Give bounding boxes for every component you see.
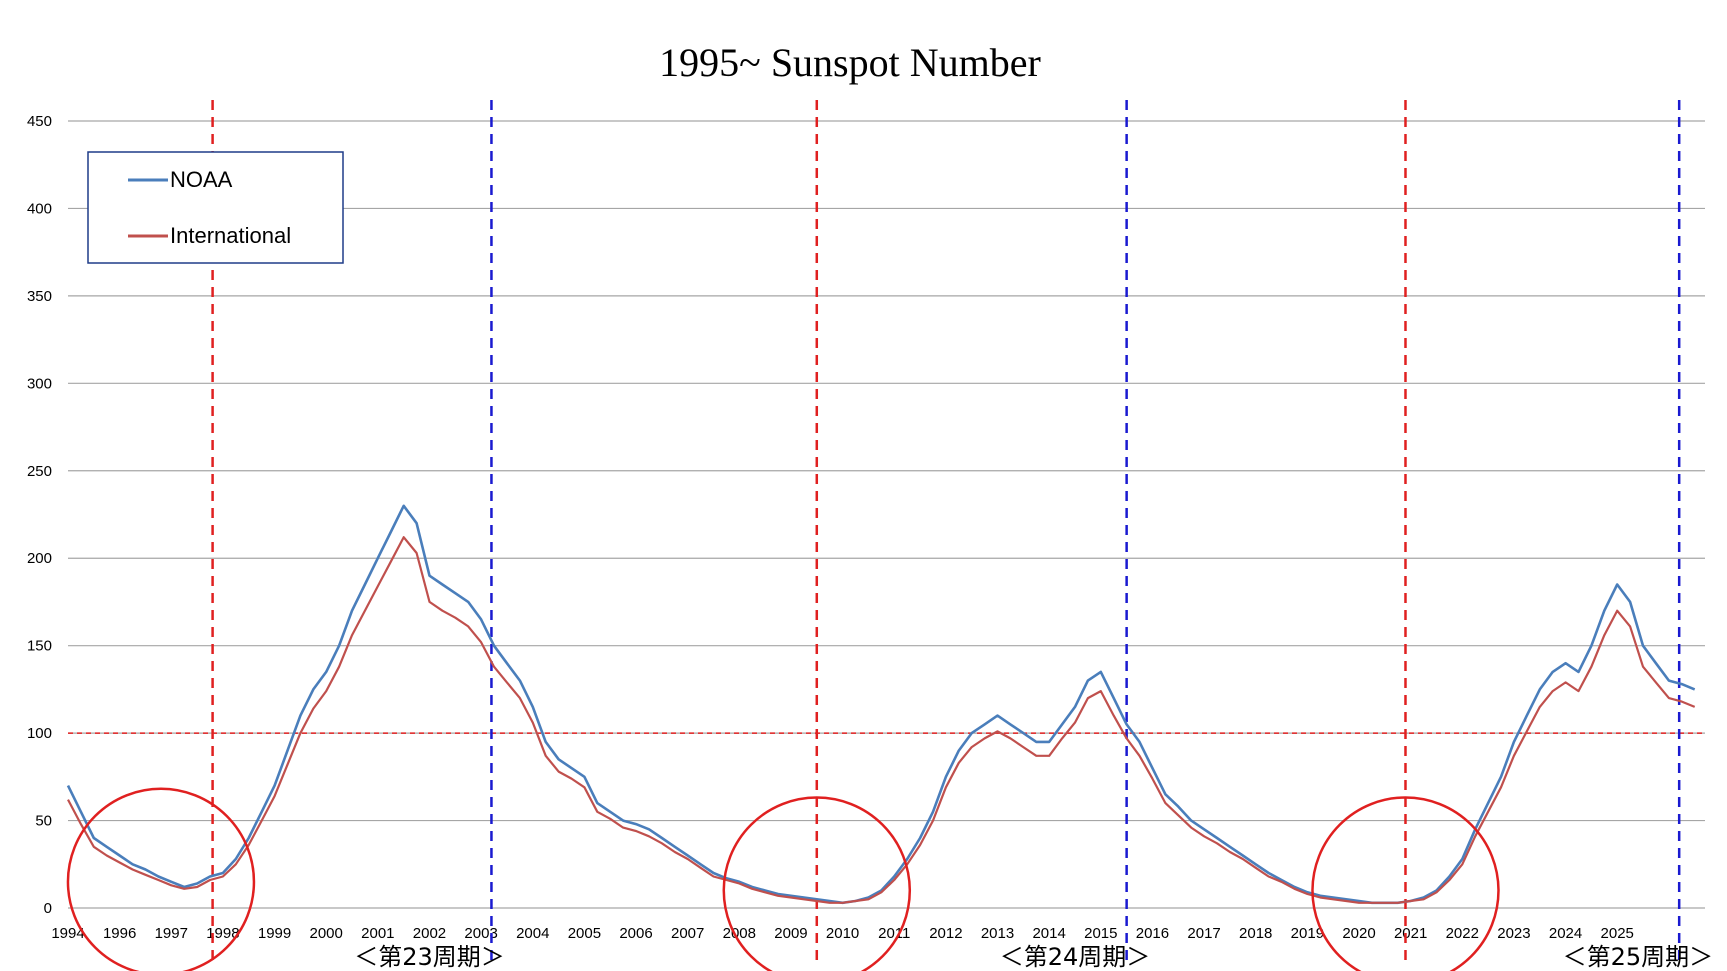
y-tick-label: 250 — [27, 463, 52, 480]
chart-title: 1995~ Sunspot Number — [659, 40, 1041, 85]
y-tick-label: 200 — [27, 550, 52, 567]
cycle-label: ＜第23周期＞ — [354, 943, 505, 971]
y-tick-label: 400 — [27, 200, 52, 217]
y-tick-label: 50 — [35, 813, 52, 830]
x-tick-label: 2007 — [671, 925, 704, 942]
x-tick-label: 1998 — [206, 925, 239, 942]
x-tick-label: 2008 — [723, 925, 756, 942]
x-tick-label: 1997 — [155, 925, 188, 942]
x-tick-label: 2017 — [1187, 925, 1220, 942]
y-tick-label: 350 — [27, 288, 52, 305]
y-tick-label: 450 — [27, 113, 52, 130]
solar-minimum-circle — [1311, 796, 1500, 971]
x-tick-label: 2018 — [1239, 925, 1272, 942]
x-tick-label: 2011 — [878, 925, 910, 942]
y-tick-label: 100 — [27, 725, 52, 742]
x-tick-label: 2019 — [1291, 925, 1324, 942]
x-tick-label: 2016 — [1136, 925, 1169, 942]
x-tick-label: 2010 — [826, 925, 859, 942]
minimum-circles — [66, 787, 1500, 971]
x-tick-label: 2013 — [981, 925, 1014, 942]
x-tick-label: 2020 — [1342, 925, 1375, 942]
series-line-international — [67, 536, 1696, 904]
x-tick-label: 2004 — [516, 925, 549, 942]
solar-minimum-circle — [722, 796, 912, 971]
x-tick-label: 2024 — [1549, 925, 1582, 942]
y-tick-label: 0 — [44, 900, 52, 917]
x-tick-label: 2003 — [464, 925, 497, 942]
x-tick-label: 2002 — [413, 925, 446, 942]
x-tick-label: 2015 — [1084, 925, 1117, 942]
x-tick-label: 2000 — [310, 925, 343, 942]
x-tick-label: 2022 — [1446, 925, 1479, 942]
legend-label: International — [170, 223, 291, 248]
x-tick-label: 1994 — [51, 925, 84, 942]
cycle-label: ＜第24周期＞ — [1000, 943, 1151, 971]
x-tick-labels: 1994 1996 1997 1998 1999 2000 2001 2002 2003 2004… — [51, 925, 1634, 942]
x-tick-label: 1999 — [258, 925, 291, 942]
x-tick-label: 2009 — [774, 925, 807, 942]
x-tick-label: 2006 — [619, 925, 652, 942]
solar-minimum-circle — [66, 787, 256, 971]
x-tick-label: 2012 — [929, 925, 962, 942]
legend-label: NOAA — [170, 167, 233, 192]
x-tick-label: 2001 — [361, 925, 394, 942]
x-tick-label: 2014 — [1032, 925, 1065, 942]
x-tick-label: 2005 — [568, 925, 601, 942]
series-lines — [66, 504, 1696, 905]
cycle-label: ＜第25周期＞ — [1563, 943, 1714, 971]
series-line-noaa — [66, 504, 1696, 905]
legend: NOAA International — [87, 151, 344, 264]
y-tick-label: 150 — [27, 638, 52, 655]
x-tick-label: 2021 — [1394, 925, 1427, 942]
y-tick-label: 300 — [27, 375, 52, 392]
legend-box — [87, 151, 344, 264]
cycle-labels: ＜第23周期＞ ＜第24周期＞ ＜第25周期＞ — [354, 943, 1713, 971]
x-tick-label: 2023 — [1497, 925, 1530, 942]
y-tick-labels: 0 50 100 150 200 250 300 350 400 450 — [27, 113, 52, 917]
x-tick-label: 1996 — [103, 925, 136, 942]
x-tick-label: 2025 — [1601, 925, 1634, 942]
